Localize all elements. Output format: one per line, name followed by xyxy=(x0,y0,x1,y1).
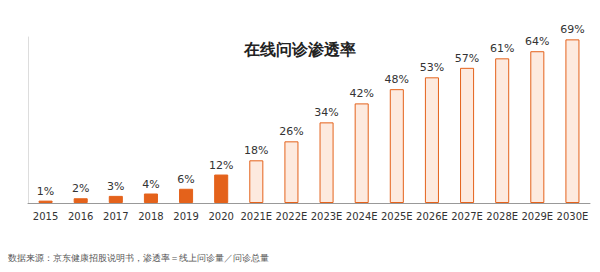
svg-text:18%: 18% xyxy=(244,144,268,157)
svg-text:4%: 4% xyxy=(142,178,159,191)
svg-text:数据来源：京东健康招股说明书，渗透率＝线上问诊量／问诊总量: 数据来源：京东健康招股说明书，渗透率＝线上问诊量／问诊总量 xyxy=(8,253,269,263)
svg-text:53%: 53% xyxy=(420,61,444,74)
svg-text:2022E: 2022E xyxy=(276,211,308,222)
svg-text:1%: 1% xyxy=(37,185,54,198)
svg-text:2%: 2% xyxy=(72,182,89,195)
svg-text:2016: 2016 xyxy=(68,211,93,222)
svg-text:2029E: 2029E xyxy=(521,211,553,222)
svg-text:34%: 34% xyxy=(314,106,338,119)
svg-text:2019: 2019 xyxy=(173,211,198,222)
svg-text:12%: 12% xyxy=(209,159,233,172)
svg-text:2015: 2015 xyxy=(33,211,58,222)
svg-text:57%: 57% xyxy=(455,52,479,65)
svg-text:69%: 69% xyxy=(560,23,584,36)
svg-text:2018: 2018 xyxy=(138,211,163,222)
svg-text:61%: 61% xyxy=(490,42,514,55)
svg-text:2017: 2017 xyxy=(103,211,128,222)
svg-text:64%: 64% xyxy=(525,35,549,48)
svg-text:2025E: 2025E xyxy=(381,211,413,222)
svg-text:2023E: 2023E xyxy=(311,211,343,222)
svg-text:2026E: 2026E xyxy=(416,211,448,222)
svg-text:6%: 6% xyxy=(177,173,194,186)
svg-text:48%: 48% xyxy=(385,73,409,86)
svg-text:3%: 3% xyxy=(107,180,124,193)
svg-text:2024E: 2024E xyxy=(346,211,378,222)
svg-text:在线问诊渗透率: 在线问诊渗透率 xyxy=(243,40,356,59)
svg-text:2021E: 2021E xyxy=(240,211,272,222)
svg-text:2030E: 2030E xyxy=(557,211,589,222)
svg-text:42%: 42% xyxy=(349,87,373,100)
svg-text:2020: 2020 xyxy=(208,211,233,222)
svg-text:26%: 26% xyxy=(279,125,303,138)
svg-text:2027E: 2027E xyxy=(451,211,483,222)
svg-text:2028E: 2028E xyxy=(486,211,518,222)
